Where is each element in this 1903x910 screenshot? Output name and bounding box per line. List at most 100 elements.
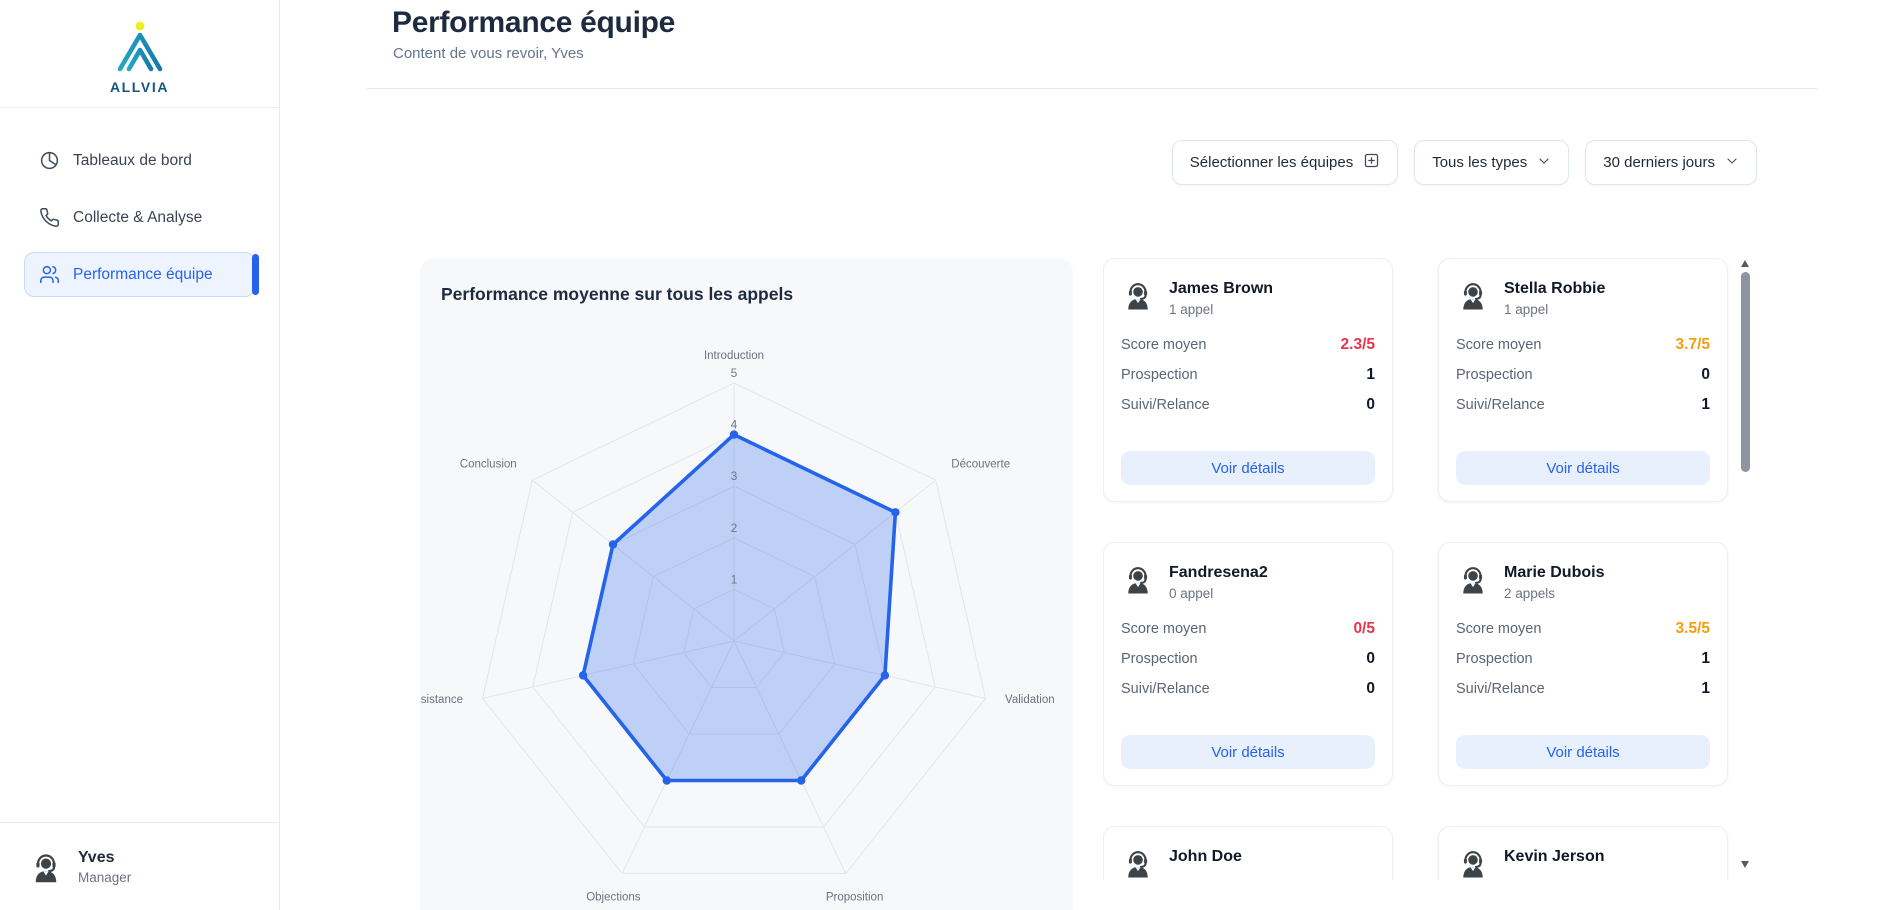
header-divider — [367, 88, 1817, 89]
view-details-button[interactable]: Voir détails — [1456, 451, 1710, 485]
agent-headset-icon — [1463, 851, 1483, 878]
score-label: Score moyen — [1456, 337, 1542, 353]
select-teams-label: Sélectionner les équipes — [1189, 154, 1354, 171]
member-name: Marie Dubois — [1504, 564, 1605, 581]
agent-headset-icon — [1463, 283, 1483, 310]
prospection-row: Prospection 1 — [1456, 644, 1710, 674]
team-members-section: James Brown 1 appel Score moyen 2.3/5 Pr… — [1103, 258, 1751, 880]
member-header: Stella Robbie 1 appel — [1456, 277, 1710, 317]
suivi-value: 1 — [1701, 680, 1710, 697]
radar-chart-card: Performance moyenne sur tous les appels … — [420, 258, 1073, 910]
team-member-card: Marie Dubois 2 appels Score moyen 3.5/5 … — [1438, 542, 1728, 786]
svg-text:1: 1 — [731, 572, 738, 586]
sidebar-item-tableaux-de-bord[interactable]: Tableaux de bord — [24, 138, 255, 183]
scroll-up-button[interactable] — [1741, 260, 1749, 267]
team-member-card: Fandresena2 0 appel Score moyen 0/5 Pros… — [1103, 542, 1393, 786]
member-avatar-icon — [1121, 563, 1155, 597]
view-details-button[interactable]: Voir détails — [1121, 735, 1375, 769]
users-icon — [39, 264, 60, 285]
sidebar-nav: Tableaux de bord Collecte & Analyse Perf… — [0, 108, 279, 297]
member-header: Marie Dubois 2 appels — [1456, 561, 1710, 601]
select-teams-button[interactable]: Sélectionner les équipes — [1171, 140, 1399, 185]
score-label: Score moyen — [1456, 621, 1542, 637]
member-avatar-icon — [1456, 563, 1490, 597]
team-member-card: James Brown 1 appel Score moyen 2.3/5 Pr… — [1103, 258, 1393, 502]
member-avatar-icon — [1121, 847, 1155, 880]
member-calls-count: 2 appels — [1504, 586, 1556, 601]
agent-headset-icon — [1128, 283, 1148, 310]
call-type-dropdown[interactable]: Tous les types — [1414, 140, 1570, 185]
sidebar-item-collecte-analyse[interactable]: Collecte & Analyse — [24, 195, 255, 240]
score-row: Score moyen 2.3/5 — [1121, 330, 1375, 360]
score-row: Score moyen 3.5/5 — [1456, 614, 1710, 644]
chevron-down-icon — [1725, 154, 1739, 172]
user-name: Yves — [78, 848, 115, 866]
suivi-row: Suivi/Relance 1 — [1456, 674, 1710, 704]
agent-headset-icon — [35, 854, 57, 882]
sidebar-item-label: Collecte & Analyse — [73, 208, 203, 226]
sidebar-item-performance-equipe[interactable]: Performance équipe — [24, 252, 259, 297]
member-name: Stella Robbie — [1504, 280, 1606, 297]
svg-text:5: 5 — [731, 366, 738, 380]
score-value: 3.7/5 — [1675, 336, 1710, 353]
call-type-label: Tous les types — [1432, 154, 1528, 171]
member-avatar-icon — [1121, 279, 1155, 313]
prospection-label: Prospection — [1456, 651, 1533, 667]
score-row: Score moyen 0/5 — [1121, 614, 1375, 644]
view-details-button[interactable]: Voir détails — [1121, 451, 1375, 485]
agent-headset-icon — [1128, 567, 1148, 594]
svg-text:Découverte: Découverte — [951, 459, 1010, 471]
suivi-label: Suivi/Relance — [1456, 397, 1545, 413]
prospection-value: 1 — [1701, 650, 1710, 667]
plus-square-icon — [1363, 152, 1380, 173]
filters-bar: Sélectionner les équipes Tous les types … — [1171, 140, 1757, 185]
allvia-logo-icon — [117, 21, 162, 71]
svg-text:Proposition: Proposition — [826, 892, 884, 904]
sidebar: ALLVIA Tableaux de bord Collecte & Analy… — [0, 0, 280, 910]
member-header: John Doe — [1121, 845, 1375, 880]
period-label: 30 derniers jours — [1603, 154, 1715, 171]
user-role: Manager — [78, 869, 132, 885]
suivi-value: 0 — [1366, 396, 1375, 413]
member-header: Kevin Jerson — [1456, 845, 1710, 880]
scrollbar-thumb[interactable] — [1741, 272, 1750, 472]
svg-text:Insistance: Insistance — [420, 694, 463, 706]
suivi-row: Suivi/Relance 0 — [1121, 674, 1375, 704]
svg-text:2: 2 — [731, 521, 738, 535]
sidebar-user-profile: Yves Manager — [0, 822, 279, 910]
brand-logo: ALLVIA — [0, 0, 279, 108]
prospection-value: 1 — [1366, 366, 1375, 383]
svg-text:Conclusion: Conclusion — [460, 459, 517, 471]
member-name: John Doe — [1169, 848, 1242, 865]
prospection-value: 0 — [1701, 366, 1710, 383]
phone-icon — [39, 207, 60, 228]
user-avatar-icon — [28, 850, 64, 886]
radar-chart: 1 2 3 4 5 Introduction Découverte Validation Pro… — [420, 350, 1055, 904]
chart-title: Performance moyenne sur tous les appels — [441, 284, 794, 304]
prospection-row: Prospection 0 — [1121, 644, 1375, 674]
pie-chart-icon — [39, 150, 60, 171]
svg-text:3: 3 — [731, 469, 738, 483]
score-value: 2.3/5 — [1340, 336, 1375, 353]
svg-text:Introduction: Introduction — [704, 350, 764, 362]
suivi-label: Suivi/Relance — [1121, 681, 1210, 697]
scroll-down-button[interactable] — [1741, 861, 1749, 868]
member-name: Fandresena2 — [1169, 564, 1268, 581]
score-value: 3.5/5 — [1675, 620, 1710, 637]
team-cards-grid: James Brown 1 appel Score moyen 2.3/5 Pr… — [1103, 258, 1728, 880]
view-details-button[interactable]: Voir détails — [1456, 735, 1710, 769]
score-value: 0/5 — [1353, 620, 1375, 637]
member-avatar-icon — [1456, 279, 1490, 313]
prospection-label: Prospection — [1121, 367, 1198, 383]
member-name: James Brown — [1169, 280, 1274, 297]
cards-scrollbar[interactable] — [1740, 258, 1751, 870]
suivi-label: Suivi/Relance — [1121, 397, 1210, 413]
member-avatar-icon — [1456, 847, 1490, 880]
period-dropdown[interactable]: 30 derniers jours — [1585, 140, 1757, 185]
suivi-value: 0 — [1366, 680, 1375, 697]
member-header: James Brown 1 appel — [1121, 277, 1375, 317]
prospection-row: Prospection 1 — [1121, 360, 1375, 390]
team-member-card: Stella Robbie 1 appel Score moyen 3.7/5 … — [1438, 258, 1728, 502]
score-row: Score moyen 3.7/5 — [1456, 330, 1710, 360]
